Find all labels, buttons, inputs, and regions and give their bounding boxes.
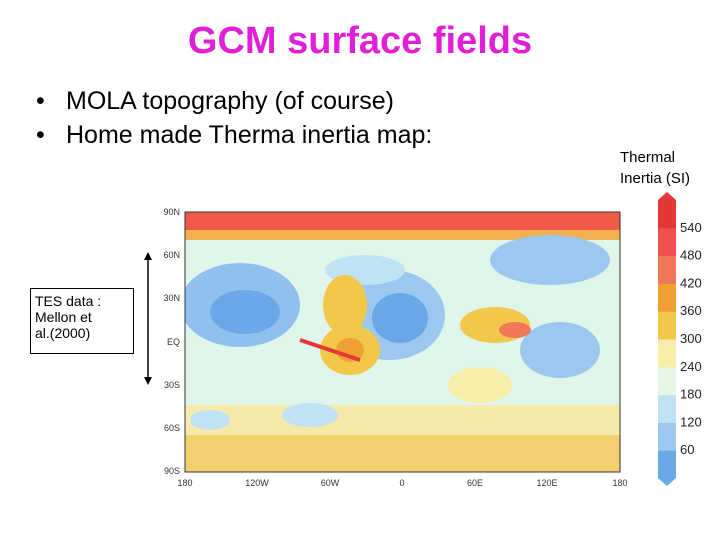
lat-label-90s: 90S — [164, 466, 180, 476]
colorbar-segment — [658, 422, 676, 451]
colorbar-segment — [658, 366, 676, 396]
colorbar-tick-label: 240 — [680, 359, 702, 374]
lon-label-180e: 180 — [612, 478, 627, 488]
colorbar-segment — [658, 255, 676, 284]
colorbar-segment — [658, 227, 676, 257]
colorbar-tick-label: 540 — [680, 220, 702, 235]
thermal-inertia-map: 90N 60N 30N EQ 30S 60S 90S 180 120W 60W … — [163, 207, 627, 488]
colorbar-segment — [658, 283, 676, 312]
lon-label-180w: 180 — [177, 478, 192, 488]
colorbar-bottom-cap — [658, 478, 676, 486]
thermal-inertia-colorbar: 540 480 420 360 300 240 180 120 60 — [658, 192, 702, 486]
colorbar-top-cap — [658, 192, 676, 200]
colorbar-tick-label: 360 — [680, 303, 702, 318]
colorbar-tick-label: 180 — [680, 387, 702, 402]
colorbar-segment — [658, 450, 676, 479]
lat-label-30n: 30N — [163, 293, 180, 303]
tes-note-line: TES data : — [35, 293, 102, 309]
colorbar-tick-labels: 540 480 420 360 300 240 180 120 60 — [680, 220, 702, 457]
colorbar-tick-label: 480 — [680, 248, 702, 263]
colorbar-segments — [658, 192, 676, 486]
bullet-list: • MOLA topography (of course) • Home mad… — [36, 84, 432, 152]
lat-label-90n: 90N — [163, 207, 180, 217]
colorbar-segment — [658, 339, 676, 368]
lon-label-120w: 120W — [245, 478, 269, 488]
bullet-item-thermal-inertia: • Home made Therma inertia map: — [36, 118, 432, 152]
lat-label-eq: EQ — [167, 337, 180, 347]
colorbar-tick-label: 300 — [680, 331, 702, 346]
lon-label-60e: 60E — [467, 478, 483, 488]
lat-label-60n: 60N — [163, 250, 180, 260]
legend-title-line: Inertia (SI) — [620, 170, 691, 187]
legend-title-line: Thermal — [620, 149, 676, 166]
lon-label-120e: 120E — [536, 478, 557, 488]
colorbar-segment — [658, 394, 676, 423]
legend-title: Thermal Inertia (SI) — [620, 147, 690, 189]
bullet-item-mola: • MOLA topography (of course) — [36, 84, 432, 118]
lon-label-60w: 60W — [321, 478, 340, 488]
lat-label-30s: 30S — [164, 380, 180, 390]
bullet-text: Home made Therma inertia map: — [66, 121, 433, 149]
slide-title: GCM surface fields — [187, 20, 533, 62]
bullet-dot: • — [36, 87, 45, 115]
colorbar-tick-label: 420 — [680, 275, 702, 290]
colorbar-tick-label: 60 — [680, 442, 694, 457]
tes-note-line: al.(2000) — [35, 325, 91, 341]
colorbar-segment — [658, 200, 676, 229]
bullet-dot: • — [36, 121, 45, 149]
colorbar-segment — [658, 311, 676, 340]
lat-label-60s: 60S — [164, 423, 180, 433]
tes-data-note: TES data : Mellon et al.(2000) — [30, 288, 134, 354]
bullet-text: MOLA topography (of course) — [66, 87, 394, 115]
tes-note-line: Mellon et — [35, 309, 92, 325]
colorbar-tick-label: 120 — [680, 414, 702, 429]
latitude-range-arrow — [144, 252, 152, 385]
lon-label-0: 0 — [399, 478, 404, 488]
